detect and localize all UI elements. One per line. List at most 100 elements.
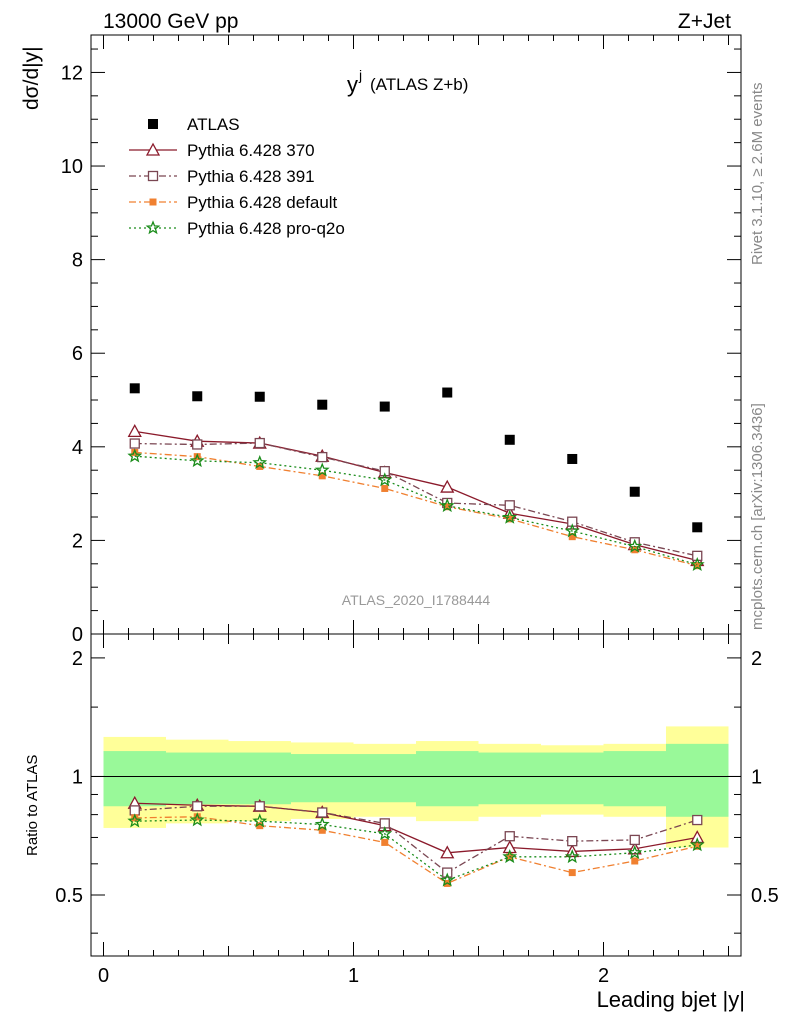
x-tick-label: 2 [598,965,609,987]
series-point [443,503,451,511]
series-ratio-point [254,801,265,812]
series-point [318,472,326,480]
data-point [692,522,703,533]
plot-title-superscript: j [358,67,362,83]
series-point [439,498,455,513]
series-point [689,556,705,572]
ratio-band-inner [666,743,729,817]
series-ratio-line [134,816,698,885]
series-point [254,437,265,449]
plot-title-sub: (ATLAS Z+b) [370,75,468,94]
series-ratio-point [252,813,268,828]
legend-label: Pythia 6.428 pro-q2o [187,219,345,238]
legend-label: Pythia 6.428 default [187,193,338,212]
series-ratio-point [314,816,330,831]
data-point [254,391,265,402]
series-point [693,562,701,570]
series-ratio-point [689,837,705,852]
series-point [192,439,203,450]
legend-marker [148,119,158,129]
ratio-band-inner [603,751,666,807]
ratio-band-inner [291,754,354,803]
legend-entry: Pythia 6.428 pro-q2o [129,219,345,238]
data-point [442,387,453,398]
ratio-tick-label: 0.5 [55,885,83,907]
data-point [629,486,640,497]
legend-entry: ATLAS [148,115,240,134]
x-tick-label: 0 [98,965,109,987]
series-point [504,500,515,511]
data-point [504,434,515,445]
ratio-plot-frame [90,633,742,957]
series-ratio-point [131,814,139,822]
data-point [317,399,328,410]
series-ratio-point [631,857,639,865]
legend-marker [145,220,161,235]
legend-entry: Pythia 6.428 default [129,193,338,212]
ratio-bands [91,726,741,848]
analysis-watermark: ATLAS_2020_I1788444 [342,592,491,608]
series-ratio-point [127,813,143,828]
series-point [127,448,143,463]
x-tick-label: 1 [348,965,359,987]
legend-label: ATLAS [187,115,240,134]
ratio-tick-label: 1 [72,766,83,788]
series-ratio-point [629,834,640,846]
y-tick-label: 6 [72,343,83,365]
series-ratio-point [192,801,203,812]
ratio-band-inner [478,752,541,805]
series-ratio-point [690,830,705,844]
series-point [314,462,330,477]
series-line [134,430,698,562]
series-ratio-point [568,869,576,877]
series-ratio-point [318,826,326,834]
series-point [131,448,139,456]
series-ratio-point [189,812,205,827]
data-point [567,453,578,464]
ratio-y-axis-label: Ratio to ATLAS [24,755,41,856]
y-tick-label: 2 [72,530,83,552]
y-tick-label: 0 [72,624,83,646]
series-ratio-point [317,807,328,818]
side-label-bottom: mcplots.cern.ch [arXiv:1306.3436] [749,403,766,630]
series-point [627,538,643,553]
legend-marker [147,170,159,182]
y-tick-label: 12 [61,62,83,84]
series-point [440,479,455,493]
legend-entry: Pythia 6.428 370 [129,141,315,160]
data-series [129,383,703,533]
main-y-axis-label: dσ/d|y| [20,46,43,110]
data-point [129,383,140,394]
ratio-tick-label: 1 [751,766,762,788]
series-ratio-point [564,849,580,864]
ratio-band-inner [353,754,416,803]
y-tick-label: 8 [72,250,83,272]
series-ratio-point [627,845,643,860]
data-point [192,391,203,402]
series-point [377,472,393,487]
series-ratio-point [381,838,389,846]
series-point [127,424,142,438]
series-line [134,442,698,557]
series-point [256,462,264,470]
series-layer [127,383,705,887]
series-point [193,453,201,461]
data-point [379,401,390,412]
header-right: Z+Jet [678,10,731,33]
series-ratio-point [692,814,703,826]
ratio-tick-label: 0.5 [751,885,779,907]
series-line [134,451,698,567]
ratio-band-inner [166,752,229,805]
series-point [252,454,268,470]
plot-title: y [347,72,358,97]
legend: ATLAS Pythia 6.428 370 Pythia 6.428 391 Pyt… [129,115,345,238]
plot-title-main: y [347,72,358,97]
legend-marker [145,142,161,156]
legend-marker [149,198,157,206]
series-point [381,484,389,492]
legend-label: Pythia 6.428 370 [187,141,315,160]
side-label-top: Rivet 3.1.10, ≥ 2.6M events [749,83,766,266]
series-point [568,533,576,541]
